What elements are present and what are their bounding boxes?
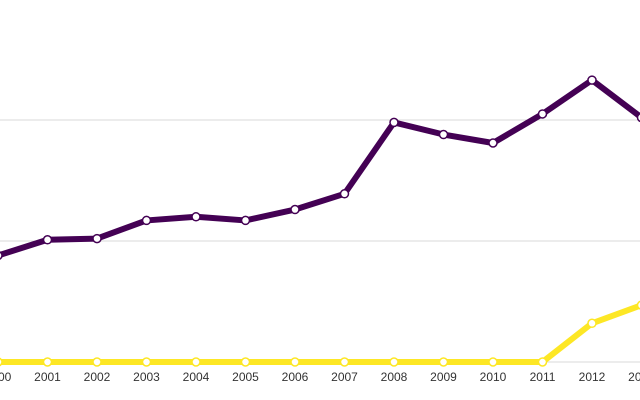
x-tick-label: 2002 xyxy=(84,370,111,384)
data-point xyxy=(290,204,300,215)
data-point xyxy=(488,138,498,148)
data-point xyxy=(42,235,53,245)
data-point xyxy=(92,233,102,244)
data-point xyxy=(290,357,300,367)
x-tick-label: 2003 xyxy=(133,370,160,384)
data-point xyxy=(438,357,449,367)
x-tick-label: 2011 xyxy=(530,370,556,384)
data-point xyxy=(537,109,548,119)
data-point xyxy=(191,357,201,367)
data-point xyxy=(438,129,449,140)
x-tick-label: 2013 xyxy=(628,370,640,384)
data-point xyxy=(339,357,350,367)
data-point xyxy=(636,300,640,310)
data-point xyxy=(42,357,53,367)
data-point xyxy=(141,215,152,226)
x-tick-label: 2012 xyxy=(579,370,606,384)
data-point xyxy=(488,357,498,367)
data-point xyxy=(339,189,350,199)
data-point xyxy=(92,357,102,367)
x-tick-label: 2008 xyxy=(381,370,408,384)
data-point xyxy=(141,357,152,367)
data-point xyxy=(0,357,3,367)
data-point xyxy=(389,117,399,128)
x-tick-label: 2010 xyxy=(480,370,507,384)
data-point xyxy=(0,251,3,260)
data-point xyxy=(636,113,640,123)
x-tick-label: 2009 xyxy=(430,370,457,384)
data-point xyxy=(240,357,251,367)
data-point xyxy=(240,215,251,226)
x-tick-label: 2001 xyxy=(34,370,61,384)
data-point xyxy=(537,357,548,367)
data-point xyxy=(587,75,597,85)
data-point xyxy=(587,318,597,329)
x-tick-label: 2006 xyxy=(282,370,309,384)
data-point xyxy=(191,212,201,222)
data-point xyxy=(389,357,399,367)
x-tick-label: 2005 xyxy=(232,370,259,384)
series-line xyxy=(0,302,640,365)
x-tick-label: 2004 xyxy=(183,370,210,384)
x-tick-label: 2000 xyxy=(0,370,12,384)
series-line xyxy=(0,77,640,259)
x-tick-label: 2007 xyxy=(331,370,358,384)
